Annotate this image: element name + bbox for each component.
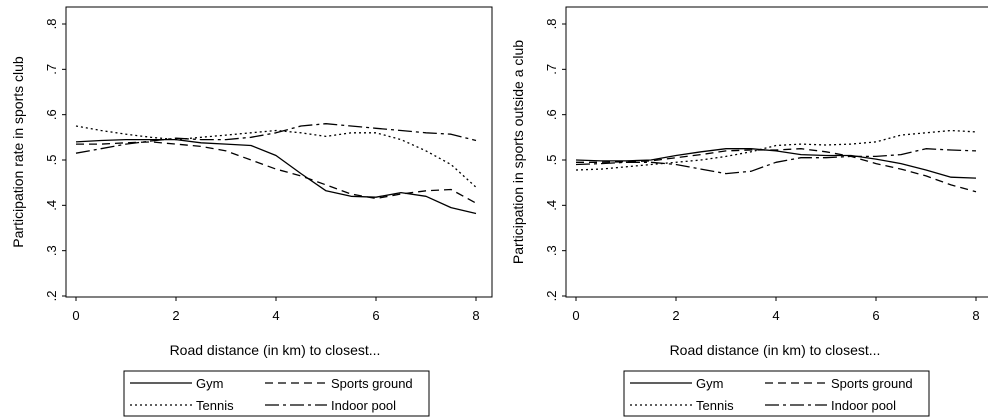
series-line-tennis bbox=[575, 129, 977, 171]
x-axis-title: Road distance (in km) to closest... bbox=[170, 342, 381, 358]
y-tick-label: .8 bbox=[544, 19, 559, 30]
series-line-gym bbox=[575, 148, 977, 179]
y-tick-label: .7 bbox=[544, 64, 559, 75]
legend-label-gym: Gym bbox=[696, 376, 723, 391]
y-tick-label: .3 bbox=[544, 245, 559, 256]
series-line-gym bbox=[75, 138, 477, 215]
y-tick-label: .6 bbox=[44, 109, 59, 120]
series-line-sports-ground bbox=[76, 141, 477, 204]
x-axis-title: Road distance (in km) to closest... bbox=[670, 342, 881, 358]
plot-frame bbox=[565, 6, 988, 298]
legend-label-gym: Gym bbox=[196, 376, 223, 391]
y-tick-label: .4 bbox=[544, 200, 559, 211]
series-line-indoor-pool bbox=[575, 148, 977, 175]
x-tick-label: 4 bbox=[772, 308, 779, 323]
y-tick-label: .5 bbox=[44, 155, 59, 166]
legend-label-sports-ground: Sports ground bbox=[831, 376, 913, 391]
legend-label-sports-ground: Sports ground bbox=[331, 376, 413, 391]
y-tick-label: .2 bbox=[544, 291, 559, 302]
x-tick-label: 8 bbox=[472, 308, 479, 323]
legend-label-indoor-pool: Indoor pool bbox=[831, 398, 896, 413]
series-line-sports-ground bbox=[576, 148, 977, 193]
x-tick-label: 8 bbox=[972, 308, 979, 323]
y-tick-label: .7 bbox=[44, 64, 59, 75]
y-tick-label: .5 bbox=[544, 155, 559, 166]
x-tick-label: 6 bbox=[872, 308, 879, 323]
chart-panel-1: .2 .3 .4 .5 .6 .7 .8 0 2 4 6 8 Road distance (in km)… bbox=[10, 6, 493, 417]
series-line-indoor-pool bbox=[75, 123, 477, 154]
x-tick-label: 0 bbox=[72, 308, 79, 323]
y-axis-title: Participation in sports outside a club bbox=[510, 40, 526, 264]
legend-box bbox=[123, 370, 430, 417]
series-line-tennis bbox=[75, 125, 477, 188]
y-tick-label: .3 bbox=[44, 245, 59, 256]
y-axis-title: Participation rate in sports club bbox=[10, 56, 26, 248]
legend-label-indoor-pool: Indoor pool bbox=[331, 398, 396, 413]
x-tick-label: 0 bbox=[572, 308, 579, 323]
legend-label-tennis: Tennis bbox=[196, 398, 234, 413]
plot-frame bbox=[65, 6, 493, 298]
x-tick-label: 2 bbox=[672, 308, 679, 323]
legend-box bbox=[623, 370, 930, 417]
y-tick-label: .8 bbox=[44, 19, 59, 30]
y-tick-label: .2 bbox=[44, 291, 59, 302]
chart-panel-2: .2 .3 .4 .5 .6 .7 .8 0 2 4 6 8 Road distance (in km)… bbox=[510, 6, 988, 417]
x-tick-label: 2 bbox=[172, 308, 179, 323]
y-tick-label: .6 bbox=[544, 109, 559, 120]
x-tick-label: 4 bbox=[272, 308, 279, 323]
legend-label-tennis: Tennis bbox=[696, 398, 734, 413]
y-tick-label: .4 bbox=[44, 200, 59, 211]
x-tick-label: 6 bbox=[372, 308, 379, 323]
